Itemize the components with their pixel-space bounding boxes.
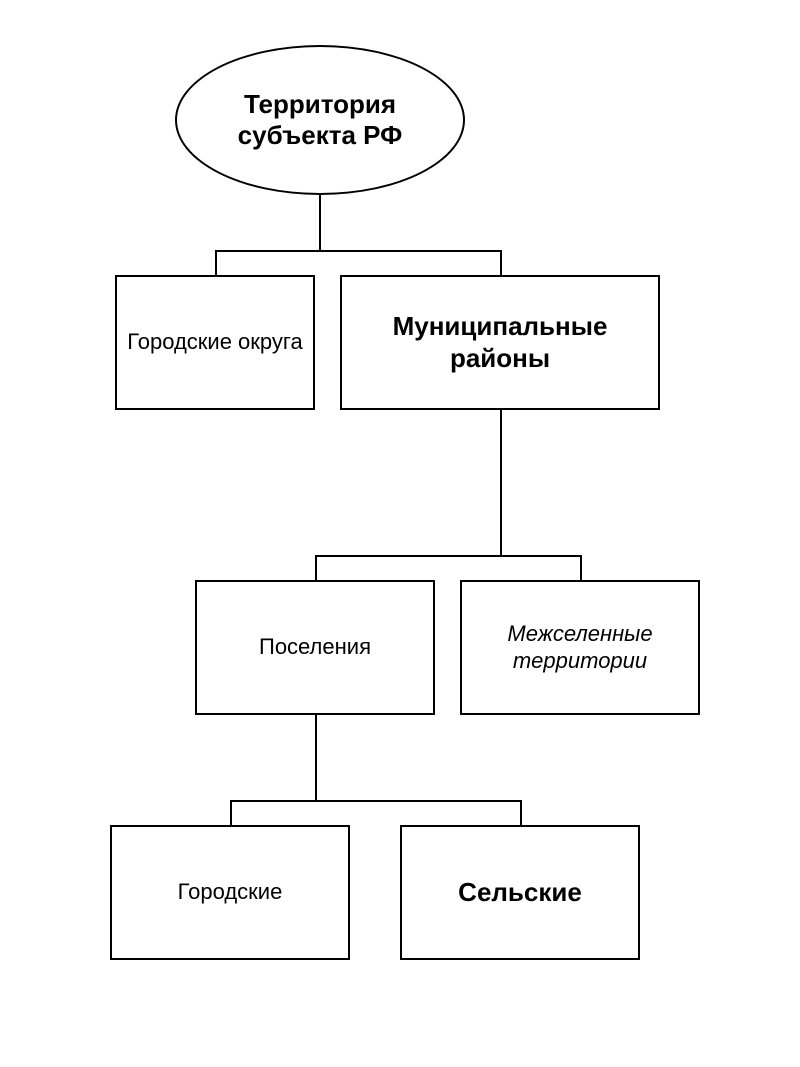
edge <box>315 555 582 557</box>
node-root-label: Территория субъекта РФ <box>177 89 463 151</box>
node-inter-territories: Межселенные территории <box>460 580 700 715</box>
node-settlements: Поселения <box>195 580 435 715</box>
node-root: Территория субъекта РФ <box>175 45 465 195</box>
node-rural-label: Сельские <box>448 877 592 908</box>
node-rural: Сельские <box>400 825 640 960</box>
edge <box>230 800 232 825</box>
node-urban-districts: Городские округа <box>115 275 315 410</box>
node-municipal-districts-label: Муниципальные районы <box>342 311 658 373</box>
edge <box>315 715 317 800</box>
edge <box>319 195 321 250</box>
edge <box>520 800 522 825</box>
node-urban: Городские <box>110 825 350 960</box>
edge <box>315 555 317 580</box>
edge <box>580 555 582 580</box>
node-municipal-districts: Муниципальные районы <box>340 275 660 410</box>
edge <box>215 250 502 252</box>
node-urban-districts-label: Городские округа <box>117 329 312 355</box>
node-inter-territories-label: Межселенные территории <box>462 621 698 674</box>
edge <box>500 410 502 555</box>
edge <box>230 800 522 802</box>
node-settlements-label: Поселения <box>249 634 381 660</box>
edge <box>215 250 217 275</box>
edge <box>500 250 502 275</box>
node-urban-label: Городские <box>168 879 293 905</box>
